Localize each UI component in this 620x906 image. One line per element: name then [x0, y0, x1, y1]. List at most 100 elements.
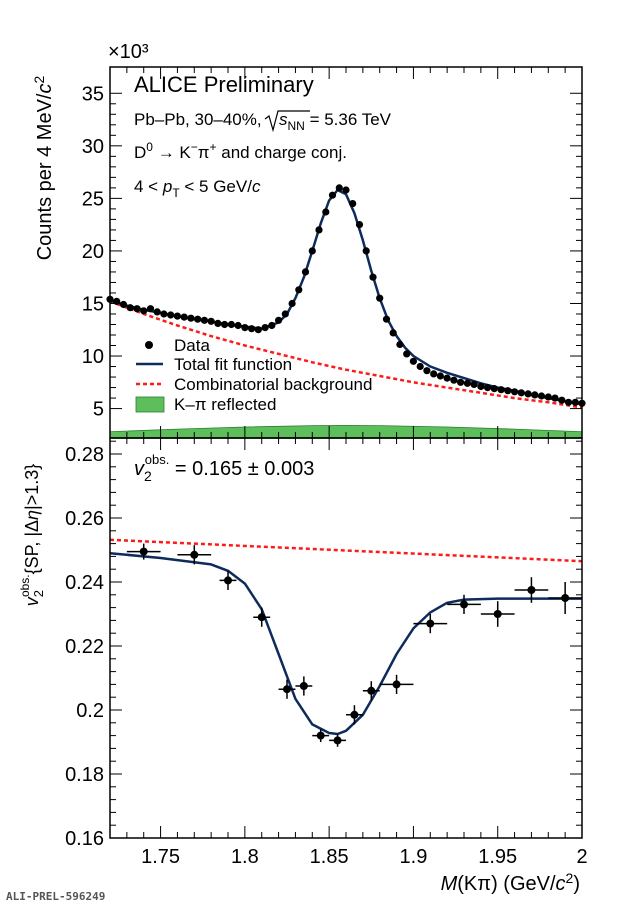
bottom-data-point [224, 576, 232, 585]
data-point [490, 385, 498, 393]
data-point [221, 320, 229, 329]
top-plot-area [110, 67, 582, 438]
data-point [463, 379, 471, 387]
bottom-frame [109, 437, 583, 839]
data-point [389, 329, 397, 337]
data-point [160, 310, 168, 318]
bottom-y-tick-label: 0.24 [65, 572, 104, 594]
data-point [544, 393, 552, 401]
data-point [234, 321, 242, 330]
data-point [436, 372, 444, 380]
chart-title: ALICE Preliminary [134, 72, 314, 97]
data-point [349, 200, 357, 208]
data-point [194, 315, 202, 323]
data-point [254, 326, 262, 334]
y-tick-label: 30 [82, 136, 104, 158]
bottom-data-point [392, 680, 401, 689]
bottom-y-tick-label: 0.28 [65, 444, 104, 466]
data-point [369, 273, 377, 281]
annotation-pt-range: 4 < pT < 5 GeV/c [134, 177, 261, 200]
data-point [328, 191, 337, 199]
bottom-y-tick-label: 0.22 [65, 636, 104, 658]
bottom-y-tick-label: 0.26 [65, 508, 104, 530]
data-point [504, 387, 512, 395]
bottom-data-point [426, 619, 435, 628]
bottom-y-ticks: 0.16 0.18 0.2 0.22 0.24 0.26 0.28 [65, 440, 582, 850]
data-point [275, 316, 283, 324]
data-point [524, 390, 532, 398]
data-point [484, 384, 492, 392]
data-point [153, 308, 161, 316]
data-point [510, 388, 519, 396]
annotation-collision: Pb–Pb, 30–40%, [134, 110, 262, 129]
data-point [301, 268, 310, 276]
y-tick-label: 25 [82, 188, 104, 210]
data-point [288, 299, 296, 308]
bottom-data-point [139, 547, 148, 556]
data-point [146, 305, 155, 313]
x-tick-label: 1.8 [231, 846, 259, 868]
data-point [571, 398, 579, 406]
bottom-background-curve [109, 538, 583, 563]
data-point [457, 378, 465, 386]
data-point [261, 324, 269, 332]
data-point [126, 304, 134, 312]
data-point [140, 307, 148, 315]
y-multiplier: ×10³ [108, 41, 149, 63]
data-point [322, 208, 330, 216]
watermark: ALI-PREL-596249 [6, 890, 105, 903]
legend: Data Total fit function Combinatorial ba… [135, 336, 372, 414]
data-point [443, 374, 451, 382]
y-tick-label: 5 [93, 399, 104, 421]
data-point [558, 396, 566, 404]
x-tick-label: 1.75 [141, 846, 180, 868]
data-point [248, 325, 256, 333]
data-point [362, 247, 370, 255]
data-point [430, 370, 438, 378]
data-point [268, 321, 276, 330]
y-tick-label: 20 [82, 241, 104, 263]
bottom-fit-layer [109, 551, 582, 736]
data-point [416, 362, 424, 371]
x-tick-label: 1.85 [310, 846, 349, 868]
data-point [450, 376, 458, 384]
x-tick-label: 2 [576, 846, 587, 868]
bottom-fit-curve [109, 551, 582, 736]
bottom-data-point [190, 550, 199, 559]
data-point [376, 294, 384, 302]
annotation-energy: sNN = 5.36 TeV [279, 110, 392, 133]
x-tick-label: 1.95 [478, 846, 517, 868]
data-point [227, 320, 235, 329]
data-point [308, 247, 316, 255]
y-tick-label: 15 [82, 293, 104, 315]
data-point [200, 316, 208, 324]
data-point [382, 315, 391, 323]
y-tick-label: 10 [82, 346, 104, 368]
bottom-data-point [257, 613, 266, 622]
data-point [396, 340, 404, 349]
top-panel: 5 10 15 20 25 30 35 ×10³ Counts per 4 MeV/c2 A… [31, 41, 586, 439]
legend-fit-label: Total fit function [174, 355, 292, 374]
bottom-y-tick-label: 0.2 [76, 700, 104, 722]
bottom-y-tick-label: 0.18 [65, 764, 104, 786]
data-point [517, 389, 525, 397]
data-point [241, 324, 249, 332]
data-point [315, 226, 323, 234]
data-point [342, 186, 350, 194]
data-point [281, 310, 289, 318]
bottom-y-tick-label: 0.16 [65, 828, 104, 850]
data-point [477, 382, 485, 391]
data-point [564, 398, 573, 406]
legend-background-label: Combinatorial background [174, 375, 372, 394]
top-y-axis-label: Counts per 4 MeV/c2 [31, 76, 56, 261]
data-point [537, 392, 546, 400]
data-point [207, 317, 215, 325]
data-point [423, 367, 431, 375]
y-tick-label: 35 [82, 83, 104, 105]
bottom-data-point [367, 686, 376, 695]
top-y-ticks: 5 10 15 20 25 30 35 [82, 83, 582, 421]
background-curve [109, 300, 583, 409]
legend-reflected-swatch [135, 396, 165, 413]
bottom-data-point [299, 682, 308, 690]
